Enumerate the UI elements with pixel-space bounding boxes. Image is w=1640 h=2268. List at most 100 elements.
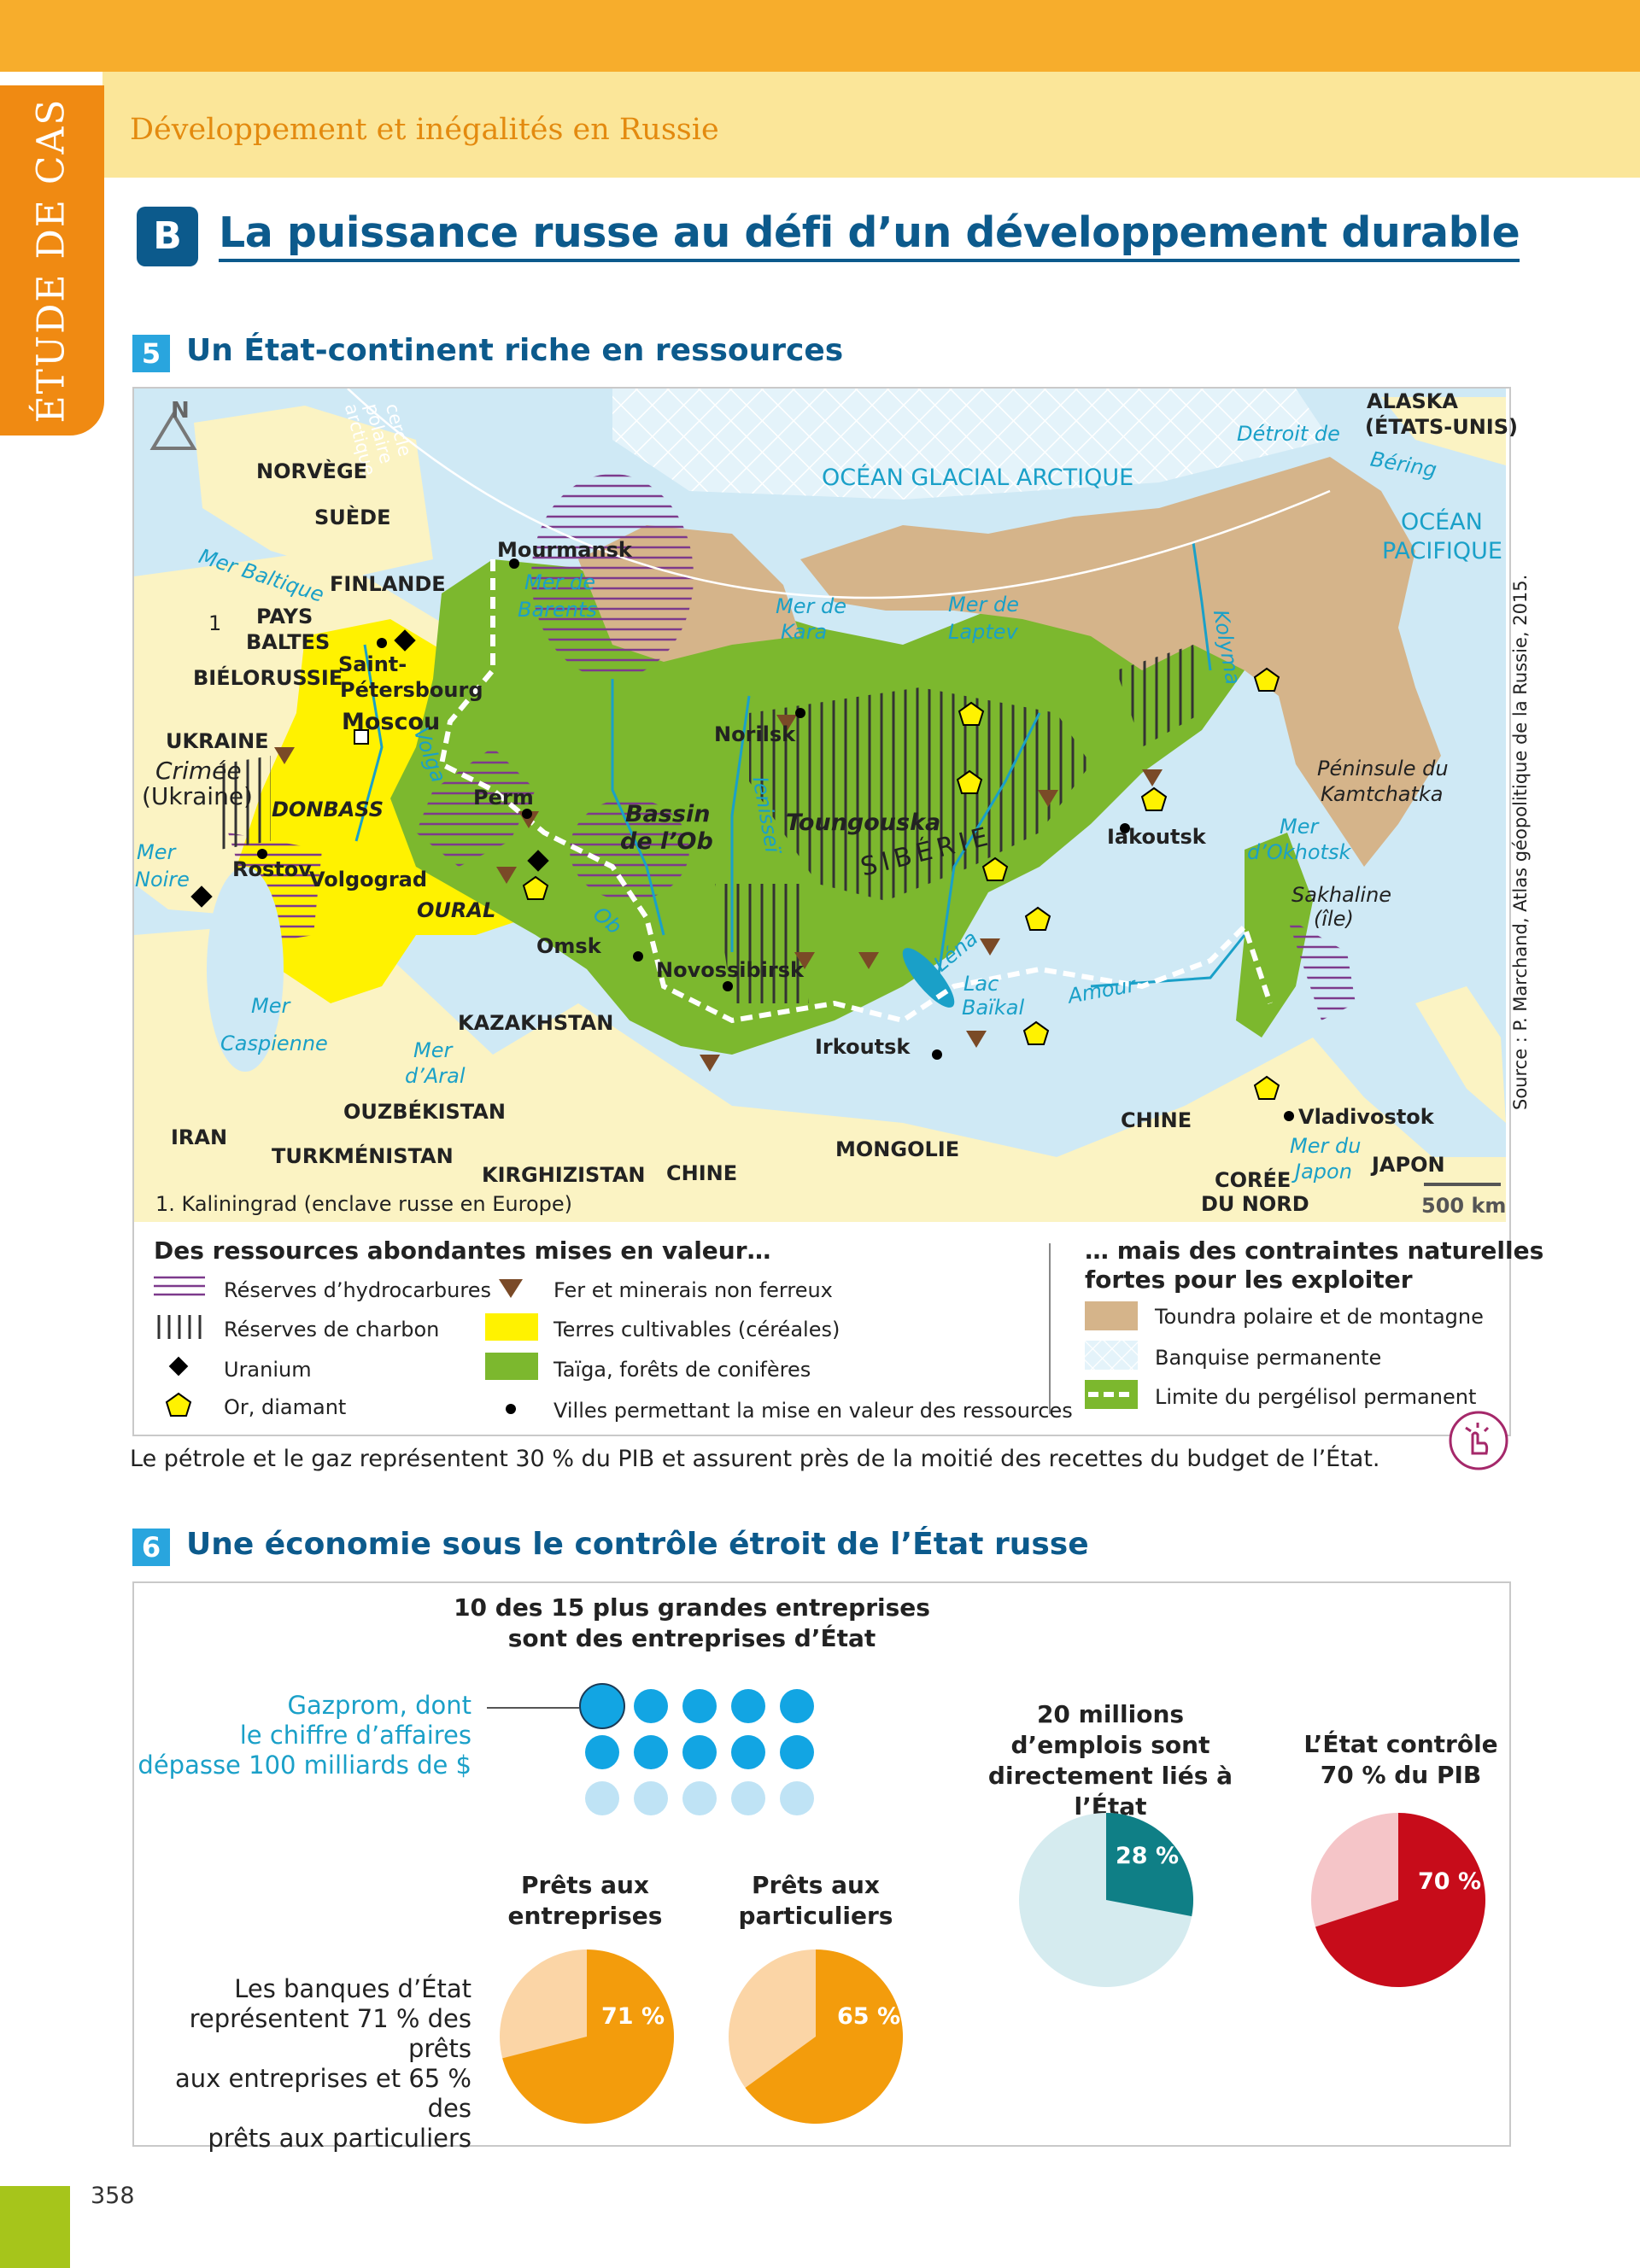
coal-kouzbass: [715, 884, 809, 1003]
uranium-saint-petersbourg: [394, 629, 416, 652]
legend-iron: Fer et minerais non ferreux: [554, 1278, 833, 1302]
city-saint-petersbourg: [377, 638, 387, 648]
banquise-zone: [612, 389, 1330, 500]
label-mer-kara-2: Kara: [781, 620, 828, 644]
legend-permafrost: Limite du pergélisol permanent: [1155, 1385, 1477, 1409]
legend-swatches-right: [1085, 1301, 1138, 1409]
arctic-circle-line: [347, 389, 1331, 599]
label-donbass: DONBASS: [272, 798, 384, 821]
legend-coal-swatch: [157, 1315, 202, 1339]
legend-uranium-swatch: [168, 1356, 189, 1377]
pib-caption-2: 70 % du PIB: [1320, 1761, 1482, 1789]
label-mer-laptev-2: Laptev: [948, 620, 1018, 644]
prets-entreprises-caption: Prêts aux entreprises: [478, 1870, 692, 1932]
label-vladivostok: Vladivostok: [1298, 1105, 1434, 1129]
label-alaska: ALASKA: [1367, 389, 1458, 413]
label-volgograd: Volgograd: [309, 868, 428, 891]
gold-toungouska: [956, 769, 983, 794]
gazprom-note-1: Gazprom, dont: [287, 1691, 472, 1720]
banques-note-4: prêts aux particuliers: [208, 2124, 472, 2153]
legend-tundra: Toundra polaire et de montagne: [1155, 1305, 1484, 1329]
label-kaliningrad-mark: 1: [208, 611, 222, 635]
label-detroit-de: Détroit de: [1237, 422, 1340, 446]
pie-slice-value: [502, 1949, 674, 2124]
city-mourmansk: [509, 558, 519, 569]
label-sakhaline-2: (île): [1314, 907, 1354, 931]
emplois-caption-2: d’emplois sont: [1010, 1731, 1210, 1759]
enterprise-dot-state: [634, 1689, 668, 1723]
emplois-caption-3: directement liés à l’État: [987, 1762, 1233, 1821]
label-sakhaline-1: Sakhaline: [1292, 883, 1392, 907]
label-bassin-1: Bassin: [625, 801, 711, 827]
label-rostov: Rostov: [232, 857, 312, 881]
banques-note-2: représentent 71 % des prêts: [189, 2004, 472, 2063]
banques-note: Les banques d’État représentent 71 % des…: [137, 1974, 472, 2154]
legend-uranium: Uranium: [224, 1358, 312, 1382]
gold-siberie: [981, 856, 1009, 881]
iron-norilsk: [776, 715, 797, 732]
legend-right-heading-2: fortes pour les exploiter: [1085, 1266, 1413, 1294]
compass-icon: [149, 411, 197, 450]
legend-divider: [1049, 1243, 1051, 1414]
figure-5-number: 5: [132, 335, 170, 372]
label-oural: OURAL: [417, 898, 496, 922]
compass-letter: N: [171, 398, 190, 424]
coal-toungouska: [749, 687, 1091, 901]
pie-emplois: [1019, 1813, 1193, 1987]
city-irkoutsk: [932, 1049, 942, 1060]
gold-lena: [1024, 906, 1051, 931]
pib-caption: L’État contrôle 70 % du PIB: [1290, 1729, 1512, 1791]
label-pays-baltes-1: PAYS: [256, 605, 313, 628]
pie-pib-label: 70 %: [1418, 1868, 1482, 1895]
gazprom-note: Gazprom, dont le chiffre d’affaires dépa…: [137, 1691, 472, 1780]
gazprom-note-3: dépasse 100 milliards de $: [138, 1751, 472, 1780]
label-mer-laptev-1: Mer de: [948, 593, 1019, 617]
label-mer-barents-2: Barents: [518, 598, 597, 622]
pie-pib: [1311, 1813, 1485, 1987]
label-suede: SUÈDE: [314, 506, 391, 529]
enterprise-dot-private: [585, 1781, 619, 1815]
page-number: 358: [91, 2183, 135, 2209]
hydrocarbons-south: [570, 798, 689, 901]
figure-5-title: Un État-continent riche en ressources: [186, 333, 844, 368]
prets-entreprises-caption-2: entreprises: [507, 1902, 663, 1930]
interactive-hand-icon[interactable]: [1447, 1409, 1510, 1472]
volga-river: [354, 644, 384, 842]
pie-slice-value: [745, 1949, 903, 2124]
label-ukraine: UKRAINE: [166, 729, 269, 753]
label-perm: Perm: [473, 786, 534, 810]
legend-hydrocarbons: Réserves d’hydrocarbures: [224, 1278, 491, 1302]
coal-donbass: [220, 756, 271, 850]
iron-ienissei: [858, 952, 879, 969]
legend-cereal: Terres cultivables (céréales): [554, 1318, 840, 1342]
city-omsk: [633, 951, 643, 962]
label-etats-unis: (ÉTATS-UNIS): [1365, 415, 1518, 439]
label-novossibirsk: Novossibirsk: [656, 958, 804, 982]
prets-entreprises-caption-1: Prêts aux: [520, 1871, 649, 1899]
gazprom-connector: [487, 1707, 579, 1709]
label-norvege: NORVÈGE: [256, 459, 368, 483]
label-toungouska: Toungouska: [786, 810, 941, 836]
label-mer-noire-1: Mer: [137, 840, 176, 864]
legend-tundra-swatch: [1085, 1301, 1138, 1330]
label-norilsk: Norilsk: [714, 722, 796, 746]
enterprise-dot-gazprom: [579, 1683, 625, 1729]
city-vladivostok: [1284, 1111, 1294, 1121]
enterprise-dot-private: [682, 1781, 717, 1815]
legend-cities: Villes permettant la mise en valeur des …: [554, 1399, 1073, 1423]
map-footnote: 1. Kaliningrad (enclave russe en Europe): [155, 1192, 573, 1216]
gold-amour: [1253, 1075, 1280, 1100]
economy-infographic-box: [132, 1581, 1511, 2147]
label-omsk: Omsk: [536, 934, 601, 958]
label-mongolie: MONGOLIE: [835, 1137, 960, 1161]
legend-ice-swatch: [1085, 1341, 1138, 1370]
label-mer-caspienne-2: Caspienne: [220, 1032, 328, 1055]
enterprises-caption-2: sont des entreprises d’État: [507, 1624, 876, 1652]
label-crimee-1: Crimée: [155, 757, 242, 785]
prets-particuliers-caption: Prêts aux particuliers: [709, 1870, 922, 1932]
enterprise-dot-state: [731, 1689, 765, 1723]
label-scale: 500 km: [1421, 1194, 1507, 1218]
pie-slice-value: [1106, 1813, 1193, 1917]
legend-coal: Réserves de charbon: [224, 1318, 440, 1342]
label-pays-baltes-2: BALTES: [246, 630, 331, 654]
